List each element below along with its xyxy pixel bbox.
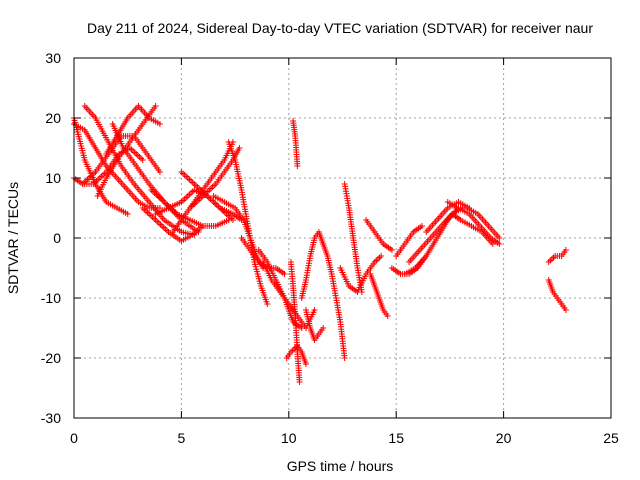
x-tick-label: 20: [496, 430, 512, 446]
data-point: [296, 379, 303, 385]
chart-title: Day 211 of 2024, Sidereal Day-to-day VTE…: [87, 20, 593, 36]
data-point: [384, 313, 391, 319]
data-point: [124, 211, 131, 217]
data-point: [418, 223, 425, 229]
x-tick-label: 5: [178, 430, 186, 446]
y-tick-label: 30: [45, 50, 61, 66]
data-point: [496, 235, 503, 241]
axis-ticks: [73, 57, 612, 419]
x-tick-label: 0: [70, 430, 78, 446]
x-tick-label: 15: [388, 430, 404, 446]
y-tick-label: 20: [45, 110, 61, 126]
data-series: [71, 103, 569, 385]
y-axis-label: SDTVAR / TECUs: [5, 182, 21, 294]
data-point: [156, 121, 163, 127]
x-axis-label: GPS time / hours: [287, 458, 394, 474]
tick-labels: 0 5 10 15 20 25 -30 -20 -10 0 10 20 30: [41, 50, 619, 446]
y-tick-label: 0: [53, 230, 61, 246]
data-point: [152, 103, 159, 109]
data-point: [139, 157, 146, 163]
grid: [74, 58, 611, 418]
data-point: [341, 355, 348, 361]
data-point: [311, 307, 318, 313]
data-point: [562, 307, 569, 313]
data-point: [496, 241, 503, 247]
x-tick-label: 10: [281, 430, 297, 446]
data-point: [388, 247, 395, 253]
data-point: [229, 217, 236, 223]
y-tick-label: -10: [41, 290, 61, 306]
data-point: [264, 301, 271, 307]
y-tick-label: -20: [41, 350, 61, 366]
data-point: [489, 241, 496, 247]
data-point: [562, 247, 569, 253]
data-point: [302, 361, 309, 367]
x-tick-label: 25: [603, 430, 619, 446]
data-point: [378, 253, 385, 259]
data-point: [320, 325, 327, 331]
data-point: [236, 145, 243, 151]
data-point: [281, 271, 288, 277]
y-tick-label: 10: [45, 170, 61, 186]
data-point: [156, 169, 163, 175]
data-point: [294, 163, 301, 169]
y-tick-label: -30: [41, 410, 61, 426]
